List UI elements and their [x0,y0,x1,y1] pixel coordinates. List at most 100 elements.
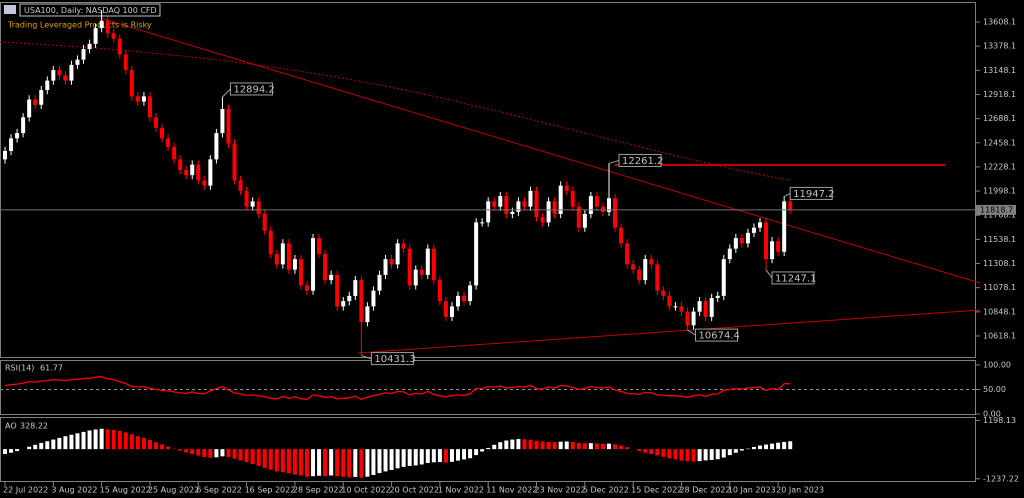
annotation-connector [361,355,372,360]
ao-bar [764,444,769,450]
annotation-label: 10431.3 [374,354,415,365]
candle-body [81,49,86,60]
candle-body [401,243,406,249]
ao-bar [534,440,539,450]
ao-bar [75,433,80,450]
ao-bar [649,449,654,454]
y-tick-label: 11768.1 [983,211,1016,220]
y-tick-label: 11078.1 [983,283,1016,292]
ao-bar [9,449,14,453]
ao-bar [407,449,412,466]
candle-body [335,274,340,307]
ao-bar [522,439,527,450]
candle-body [637,269,642,281]
ao-bar [371,449,376,476]
ao-bar [443,449,448,463]
ao-bar [244,449,249,463]
ao-bar [63,436,68,450]
ao-bar [570,441,575,450]
candle-body [449,306,454,317]
candle-body [667,295,672,307]
ao-bar [329,449,334,476]
x-tick-label: 20 Jan 2023 [776,486,824,495]
y-tick-label: 10848.1 [983,307,1016,316]
ao-bar [739,449,744,451]
ao-bar [135,436,140,450]
candle-body [341,301,346,307]
ao-bar [437,449,442,463]
candle-body [498,196,503,207]
candle-body [419,269,424,275]
candle-body [413,269,418,286]
x-tick-label: 3 Aug 2022 [51,486,97,495]
ao-bar [564,441,569,450]
ao-bar [250,449,255,464]
ao-bar [365,449,370,477]
candle-body [93,28,98,44]
ao-bar [57,437,62,450]
ao-bar [667,449,672,459]
ao-bar [117,430,122,450]
candle-body [208,159,213,186]
candle-body [782,201,787,252]
ao-bar [685,449,690,462]
y-tick-label: 13608.1 [983,17,1016,26]
ao-bar [558,441,563,450]
y-tick-label: -1237.22 [983,474,1019,483]
y-tick-label: 11998.1 [983,187,1016,196]
ao-bar [528,439,533,450]
ao-bar [588,443,593,450]
ao-bar [274,449,279,472]
candle-body [359,280,364,323]
y-tick-label: 1198.13 [983,416,1016,425]
candle-body [733,238,738,249]
ao-bar [353,449,358,477]
candle-body [75,59,80,65]
candle-body [691,311,696,326]
candle-body [15,133,20,139]
candle-body [528,190,533,207]
ao-bar [504,440,509,450]
candle-body [649,259,654,265]
candle-body [776,241,781,252]
ao-bar [51,439,56,450]
candle-body [111,33,116,39]
ao-bar [256,449,261,466]
candle-body [751,227,756,233]
ao-bar [540,441,545,450]
candle-body [220,108,225,134]
candle-body [655,264,660,291]
x-tick-label: 5 Dec 2022 [583,486,629,495]
ao-bar [377,449,382,474]
candle-body [673,306,678,308]
y-tick-label: 12458.1 [983,138,1016,147]
ao-bar [594,443,599,450]
ao-bar [202,449,207,458]
ao-name: AO [5,422,17,431]
ao-bar [413,449,418,466]
y-tick-label: 11538.1 [983,235,1016,244]
ao-bar [788,441,793,450]
candle-body [600,206,605,212]
candle-body [57,70,62,76]
candle-body [3,150,7,160]
candle-body [552,201,557,214]
candle-body [292,259,297,270]
candle-body [389,259,394,265]
y-tick-label: 13148.1 [983,66,1016,75]
candle-body [788,201,793,210]
candle-body [69,64,74,81]
candle-body [371,290,376,307]
ao-bar [111,429,116,450]
candle-body [474,222,479,286]
ao-bar [776,442,781,450]
chart-title: USA100, Daily: NASDAQ 100 CFD [24,6,157,15]
ao-bar [323,449,328,476]
x-tick-label: 28 Sep 2022 [293,486,344,495]
rsi-value: 61.77 [40,364,63,373]
x-tick-label: 10 Oct 2022 [341,486,390,495]
candle-body [522,201,527,207]
ao-bar [449,449,454,462]
ao-bar [727,449,732,456]
ao-bar [69,434,74,450]
